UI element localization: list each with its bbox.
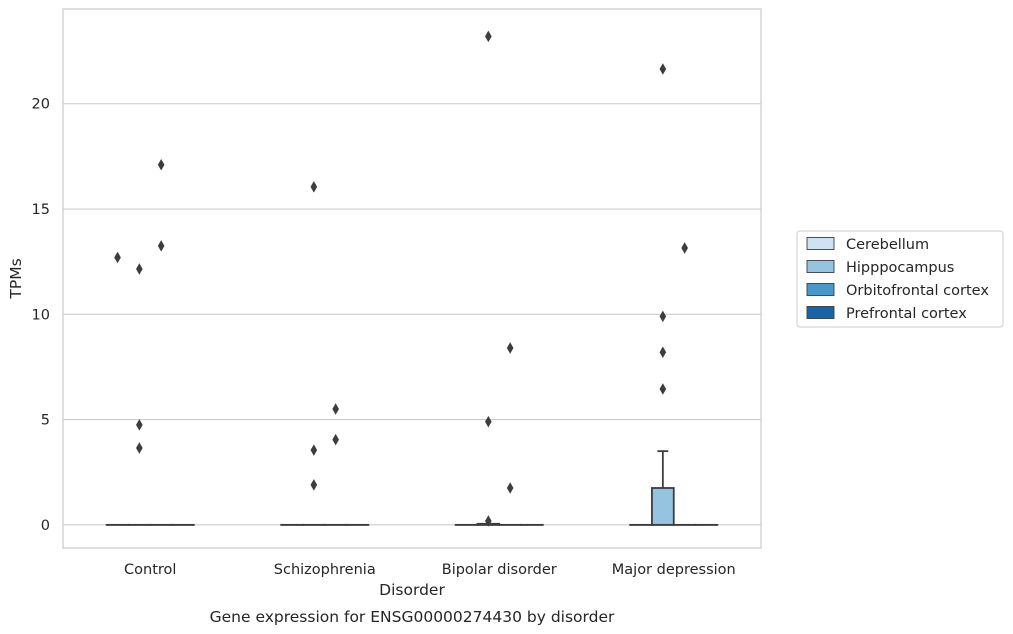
legend-swatch: [806, 306, 835, 319]
outlier-point: [485, 415, 492, 428]
x-axis-label: Disorder: [379, 581, 445, 599]
x-tick-label: Control: [124, 562, 176, 578]
legend-label: Cerebellum: [846, 237, 929, 253]
legend-label: Prefrontal cortex: [846, 306, 967, 322]
outlier-point: [485, 30, 492, 43]
outlier-point: [310, 444, 318, 456]
y-tick-label: 0: [41, 518, 50, 534]
y-axis-ticks: 0 5 10 15 20: [32, 97, 50, 534]
outlier-point: [310, 479, 318, 491]
y-tick-label: 5: [41, 413, 50, 429]
outlier-point: [659, 310, 667, 323]
outlier-point: [681, 242, 688, 254]
outlier-point: [136, 263, 143, 275]
outlier-point: [506, 482, 514, 494]
legend-swatch: [806, 237, 835, 250]
outlier-point: [485, 515, 492, 527]
outlier-point: [659, 63, 667, 75]
box-hipppocampus-3: [651, 450, 675, 526]
gridlines: [63, 103, 761, 526]
legend-label: Orbitofrontal cortex: [846, 283, 989, 299]
legend-swatch: [806, 283, 835, 296]
legend-swatch: [806, 260, 835, 273]
outlier-point: [332, 403, 339, 415]
legend: Cerebellum Hipppocampus Orbitofrontal cort…: [796, 230, 1004, 328]
outlier-point: [157, 159, 165, 171]
boxes-layer: [105, 450, 719, 526]
outlier-point: [114, 251, 121, 264]
x-tick-label: Major depression: [612, 562, 736, 578]
y-tick-label: 15: [32, 202, 50, 218]
outlier-point: [310, 181, 318, 193]
y-tick-label: 20: [32, 97, 50, 113]
plot-area-frame: [62, 8, 762, 549]
x-axis-ticks: Control Schizophrenia Bipolar disorder Majo…: [124, 562, 736, 578]
outlier-point: [659, 383, 667, 395]
legend-label: Hipppocampus: [846, 260, 954, 276]
x-tick-label: Schizophrenia: [274, 562, 376, 578]
y-axis-label: TPMs: [7, 258, 25, 299]
outlier-point: [136, 419, 143, 431]
outlier-point: [332, 433, 339, 446]
outlier-point: [506, 342, 514, 354]
x-tick-label: Bipolar disorder: [442, 562, 557, 578]
chart-caption: Gene expression for ENSG00000274430 by d…: [210, 608, 615, 626]
box-body: [651, 487, 675, 526]
outliers-layer: [114, 30, 688, 527]
legend-frame: [796, 230, 1004, 328]
y-tick-label: 10: [32, 307, 50, 323]
outlier-point: [157, 240, 165, 252]
outlier-point: [659, 346, 667, 358]
outlier-point: [136, 442, 143, 454]
